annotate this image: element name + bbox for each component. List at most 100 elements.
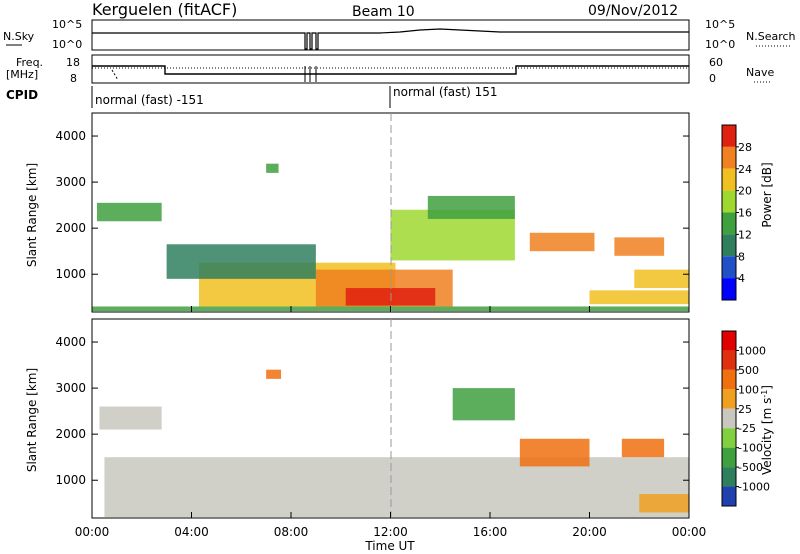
colorbar-swatch — [722, 212, 736, 235]
scatter-region-10 — [634, 269, 689, 289]
power-ylabel: Slant Range [km] — [25, 163, 39, 267]
colorbar-tick-label: 4 — [738, 272, 745, 285]
y-tick-label: 1000 — [55, 473, 86, 487]
colorbar-tick-label: 1000 — [738, 344, 766, 357]
time-axis-label: Time UT — [364, 539, 415, 553]
colorbar-tick-label: 500 — [738, 364, 759, 377]
velocity-ylabel: Slant Range [km] — [25, 368, 39, 472]
nsky-frame — [91, 19, 690, 51]
freq-tick-top: 18 — [66, 56, 80, 69]
x-tick-label: 00:00 — [672, 525, 707, 539]
scatter-region-0 — [104, 457, 689, 518]
scatter-region-6 — [427, 195, 515, 219]
scatter-region-3 — [519, 438, 590, 467]
colorbar-swatch — [722, 486, 736, 506]
nave-dip — [111, 69, 119, 81]
y-tick-label: 4000 — [55, 335, 86, 349]
colorbar-swatch — [722, 331, 736, 351]
nsearch-label: N.Search — [746, 30, 796, 43]
cpid-panel: CPID normal (fast) -151 normal (fast) 15… — [6, 85, 497, 108]
power-colorbar: 4 8 12 16 20 24 28 — [721, 124, 752, 301]
beam-title: Beam 10 — [352, 4, 415, 20]
velocity-y-axis: 1000 2000 3000 4000 — [55, 335, 689, 487]
nsky-tick-bottom-left: 10^0 — [52, 38, 82, 51]
velocity-panel: 1000 2000 3000 4000 Slant Range [km] 1000 50… — [25, 318, 775, 519]
freq-label-1: Freq. — [16, 56, 43, 69]
colorbar-tick-label: -25 — [738, 422, 756, 435]
nsky-trace — [92, 28, 689, 50]
y-tick-label: 4000 — [55, 129, 86, 143]
x-tick-label: 12:00 — [373, 525, 408, 539]
colorbar-swatch — [722, 408, 736, 429]
scatter-region-12 — [266, 163, 279, 173]
scatter-region-1 — [99, 406, 162, 430]
colorbar-swatch — [722, 125, 736, 147]
cpid-segment-1: normal (fast) -151 — [95, 93, 204, 107]
colorbar-swatch — [722, 278, 736, 300]
colorbar-tick-label: 28 — [738, 141, 752, 154]
nsky-tick-top-right: 10^5 — [705, 18, 735, 31]
colorbar-swatch — [722, 190, 736, 213]
colorbar-swatch — [722, 168, 736, 191]
colorbar-swatch — [722, 369, 736, 390]
x-tick-label: 20:00 — [572, 525, 607, 539]
colorbar-tick-label: 8 — [738, 250, 745, 263]
velocity-heatmap — [99, 369, 689, 518]
y-tick-label: 2000 — [55, 221, 86, 235]
colorbar-tick-label: -1000 — [738, 481, 770, 494]
colorbar-frame — [721, 330, 737, 507]
nave-label: Nave — [746, 66, 774, 79]
nave-tick-top: 60 — [709, 56, 723, 69]
scatter-region-2 — [452, 388, 515, 421]
colorbar-tick-label: 12 — [738, 228, 752, 241]
freq-tick-bottom: 8 — [70, 72, 77, 85]
x-tick-label: 00:00 — [75, 525, 110, 539]
y-tick-label: 2000 — [55, 427, 86, 441]
freq-frame — [91, 54, 690, 84]
y-tick-label: 1000 — [55, 267, 86, 281]
colorbar-swatch — [722, 389, 736, 409]
x-tick-label: 16:00 — [473, 525, 508, 539]
freq-panel: Freq. [MHz] 18 8 60 0 Nave — [6, 54, 774, 85]
time-axis: 00:00 04:00 08:00 12:00 16:00 20:00 00:00 — [75, 306, 707, 539]
freq-label-2: [MHz] — [6, 68, 38, 81]
date-title: 09/Nov/2012 — [588, 3, 678, 19]
colorbar-swatch — [722, 350, 736, 370]
y-tick-label: 3000 — [55, 381, 86, 395]
nsky-panel: N.Sky 10^5 10^0 10^5 10^0 N.Search — [3, 18, 796, 51]
colorbar-swatch — [722, 146, 736, 169]
y-tick-label: 3000 — [55, 175, 86, 189]
colorbar-swatch — [722, 428, 736, 448]
colorbar-tick-label: -100 — [738, 442, 763, 455]
scatter-region-4 — [621, 438, 665, 458]
scatter-region-5 — [639, 494, 689, 513]
freq-trace — [92, 65, 689, 75]
scatter-region-9 — [614, 237, 665, 256]
scatter-region-4 — [166, 244, 316, 279]
velocity-colorbar-label: Velocity [m s-1] — [760, 385, 775, 475]
nsky-label: N.Sky — [3, 30, 35, 43]
colorbar-swatch — [722, 256, 736, 279]
scatter-region-7 — [96, 202, 162, 222]
scatter-region-6 — [266, 369, 282, 379]
nsky-tick-top-left: 10^5 — [52, 18, 82, 31]
nsky-tick-bottom-right: 10^0 — [705, 38, 735, 51]
power-colorbar-label: Power [dB] — [760, 162, 774, 227]
power-panel: 1000 2000 3000 4000 Slant Range [km] 4 8 12 16… — [25, 112, 774, 313]
power-y-axis: 1000 2000 3000 4000 — [55, 129, 689, 281]
cpid-label: CPID — [6, 88, 38, 102]
x-tick-label: 04:00 — [174, 525, 209, 539]
colorbar-tick-label: 16 — [738, 207, 752, 220]
colorbar-swatch — [722, 467, 736, 487]
station-title: Kerguelen (fitACF) — [92, 0, 237, 19]
velocity-colorbar: 1000 500 100 25 -25 -100 -500 -1000 — [721, 330, 770, 507]
x-tick-label: 08:00 — [274, 525, 309, 539]
colorbar-tick-label: 25 — [738, 403, 752, 416]
colorbar-swatch — [722, 447, 736, 468]
scatter-region-8 — [529, 232, 595, 252]
nave-tick-bottom: 0 — [709, 72, 716, 85]
colorbar-tick-label: 24 — [738, 163, 752, 176]
colorbar-tick-label: 100 — [738, 383, 759, 396]
colorbar-tick-label: 20 — [738, 185, 752, 198]
scatter-region-11 — [589, 290, 689, 305]
